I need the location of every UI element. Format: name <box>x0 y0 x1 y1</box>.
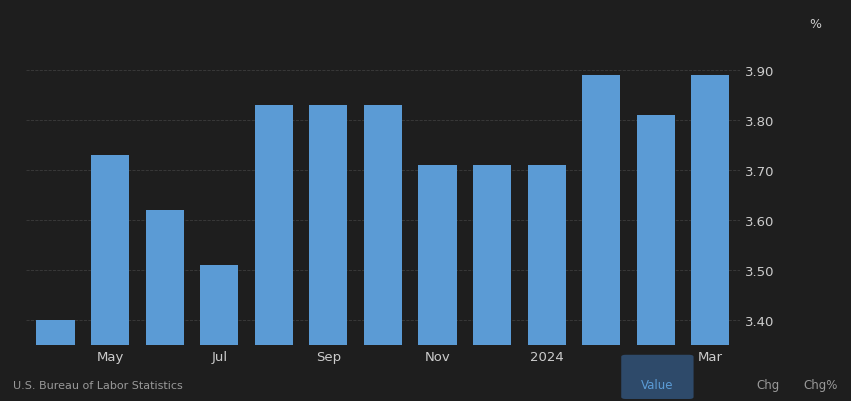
Bar <box>582 76 620 345</box>
Bar <box>254 106 293 345</box>
Bar <box>364 106 402 345</box>
Bar <box>146 211 184 345</box>
Bar <box>473 166 511 345</box>
Bar <box>309 106 347 345</box>
Bar <box>419 166 457 345</box>
Bar <box>91 156 129 345</box>
Bar <box>37 320 75 345</box>
Text: Value: Value <box>641 379 674 391</box>
Bar <box>691 76 729 345</box>
Text: Chg%: Chg% <box>804 379 838 391</box>
Bar <box>200 265 238 345</box>
Text: Chg: Chg <box>757 379 780 391</box>
Bar <box>528 166 566 345</box>
Text: U.S. Bureau of Labor Statistics: U.S. Bureau of Labor Statistics <box>13 380 182 390</box>
Text: %: % <box>809 18 821 31</box>
Bar <box>637 116 675 345</box>
